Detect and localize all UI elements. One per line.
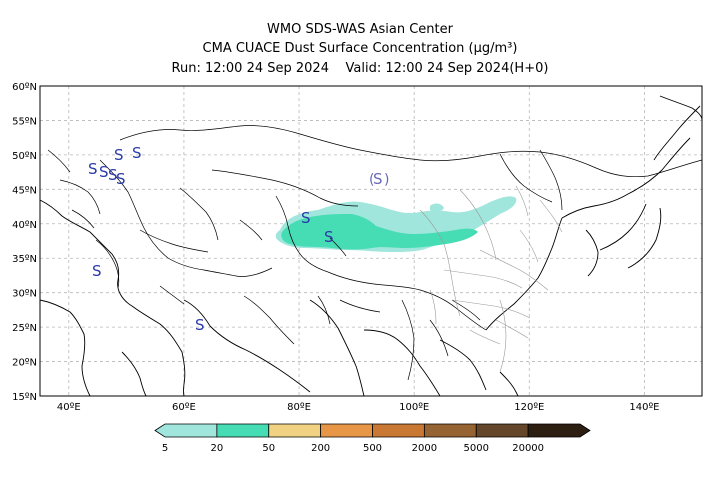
colorbar: 5 20 50 200 500 2000 5000 20000 — [154, 423, 591, 454]
dust-storm-markers: S S S S S S S S S S S ( ) — [88, 144, 389, 334]
lat-tick-label: 45ºN — [12, 185, 37, 196]
dust-storm-symbol: S — [92, 262, 102, 280]
map-frame — [39, 85, 703, 397]
lon-tick-label: 100ºE — [399, 402, 429, 413]
lon-tick-label: 120ºE — [514, 402, 544, 413]
dust-storm-symbol: S — [108, 166, 118, 184]
colorbar-segment — [423, 423, 477, 438]
colorbar-segment — [268, 423, 322, 438]
dust-storm-paren-close: ) — [384, 172, 389, 188]
colorbar-label: 20000 — [512, 443, 544, 454]
country-borders — [47, 125, 703, 381]
colorbar-label: 5000 — [464, 443, 489, 454]
dust-storm-symbol-faint: S — [373, 170, 383, 188]
latitude-labels: 60ºN 55ºN 50ºN 45ºN 40ºN 35ºN 30ºN 25ºN 20ºN 15ºN — [12, 82, 37, 403]
valid-time: Valid: 12:00 24 Sep 2024(H+0) — [345, 61, 549, 76]
lat-tick-label: 25ºN — [12, 323, 37, 334]
dust-storm-symbol: S — [195, 316, 205, 334]
colorbar-label: 50 — [262, 443, 275, 454]
province-borders — [419, 185, 563, 373]
lat-tick-label: 60ºN — [12, 82, 37, 93]
chart-subtitle: CMA CUACE Dust Surface Concentration (μg… — [202, 41, 518, 56]
lat-tick-label: 55ºN — [12, 116, 37, 127]
lat-tick-label: 40ºN — [12, 220, 37, 231]
lat-tick-label: 30ºN — [12, 289, 37, 300]
lon-tick-label: 60ºE — [172, 402, 196, 413]
dust-storm-symbol: S — [114, 146, 124, 164]
colorbar-segment — [527, 423, 591, 438]
dust-plume-dense — [281, 214, 478, 250]
colorbar-label: 2000 — [412, 443, 437, 454]
colorbar-segment — [372, 423, 425, 438]
colorbar-segment — [475, 423, 529, 438]
colorbar-segment — [320, 423, 373, 438]
map-panel: S S S S S S S S S S S ( ) — [39, 85, 703, 397]
lat-tick-label: 50ºN — [12, 151, 37, 162]
lon-tick-label: 140ºE — [629, 402, 659, 413]
dust-storm-symbol: S — [132, 144, 142, 162]
coastlines — [39, 95, 703, 397]
lat-tick-label: 15ºN — [12, 392, 37, 403]
chart-title: WMO SDS-WAS Asian Center — [267, 22, 453, 37]
run-time: Run: 12:00 24 Sep 2024 — [171, 61, 329, 76]
dust-storm-symbol: S — [116, 170, 126, 188]
colorbar-segment — [154, 423, 218, 438]
dust-storm-symbol: S — [99, 163, 109, 181]
lon-tick-label: 40ºE — [57, 402, 81, 413]
colorbar-label: 200 — [311, 443, 330, 454]
longitude-labels: 40ºE 60ºE 80ºE 100ºE 120ºE 140ºE — [57, 402, 660, 413]
dust-patch-north — [430, 203, 444, 212]
lon-tick-label: 80ºE — [287, 402, 311, 413]
lat-tick-label: 35ºN — [12, 254, 37, 265]
dust-storm-symbol: S — [324, 228, 334, 246]
colorbar-label: 20 — [211, 443, 224, 454]
colorbar-label: 500 — [363, 443, 382, 454]
dust-storm-symbol: S — [301, 209, 311, 227]
dust-storm-symbol: S — [88, 160, 98, 178]
run-valid-line: Run: 12:00 24 Sep 2024 Valid: 12:00 24 S… — [0, 61, 720, 77]
colorbar-segment — [216, 423, 270, 438]
lat-tick-label: 20ºN — [12, 358, 37, 369]
colorbar-label: 5 — [162, 443, 168, 454]
dust-storm-paren-open: ( — [369, 172, 374, 188]
